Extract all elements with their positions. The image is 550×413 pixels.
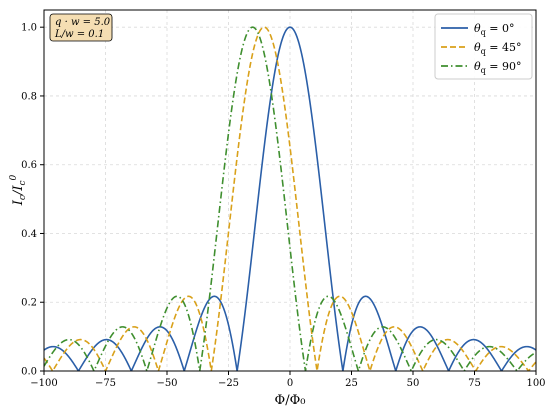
x-tick-label: −25 (218, 378, 239, 389)
y-tick-label: 0.8 (21, 91, 37, 102)
x-tick-label: 75 (468, 378, 481, 389)
svg-text:Ic/Ic0: Ic/Ic0 (9, 174, 28, 206)
x-axis-label: Φ/Φ₀ (275, 393, 306, 408)
y-tick-label: 0.6 (21, 160, 37, 171)
y-tick-label: 0.2 (21, 298, 37, 309)
axis-ticks: −100 −75 −50 −25 0 25 50 75 100 0.0 0.2 0.4 0.6 0.8 1.… (21, 23, 545, 389)
legend-label-3: θq = 90° (474, 60, 521, 75)
x-tick-label: 25 (345, 378, 358, 389)
legend-label-2: θq = 45° (474, 41, 521, 56)
series-line-2 (44, 26, 536, 371)
series-lines (44, 26, 536, 371)
info-line-2: L/w = 0.1 (54, 29, 104, 40)
x-tick-label: −100 (30, 378, 57, 389)
info-box: q · w = 5.0 L/w = 0.1 (49, 13, 113, 42)
x-tick-label: 0 (287, 378, 293, 389)
x-tick-label: 100 (526, 378, 545, 389)
x-tick-label: 50 (407, 378, 420, 389)
legend: θq = 0° θq = 45° θq = 90° (434, 13, 533, 80)
x-tick-label: −75 (95, 378, 116, 389)
info-line-1: q · w = 5.0 (55, 17, 111, 28)
y-tick-label: 1.0 (21, 23, 37, 34)
legend-label-1: θq = 0° (474, 22, 514, 37)
y-tick-label: 0.0 (21, 367, 37, 378)
x-tick-label: −50 (156, 378, 177, 389)
series-line-1 (44, 26, 536, 371)
y-tick-label: 0.4 (21, 229, 37, 240)
series-line-3 (44, 26, 536, 371)
y-axis-label: Ic/Ic0 (9, 174, 28, 206)
